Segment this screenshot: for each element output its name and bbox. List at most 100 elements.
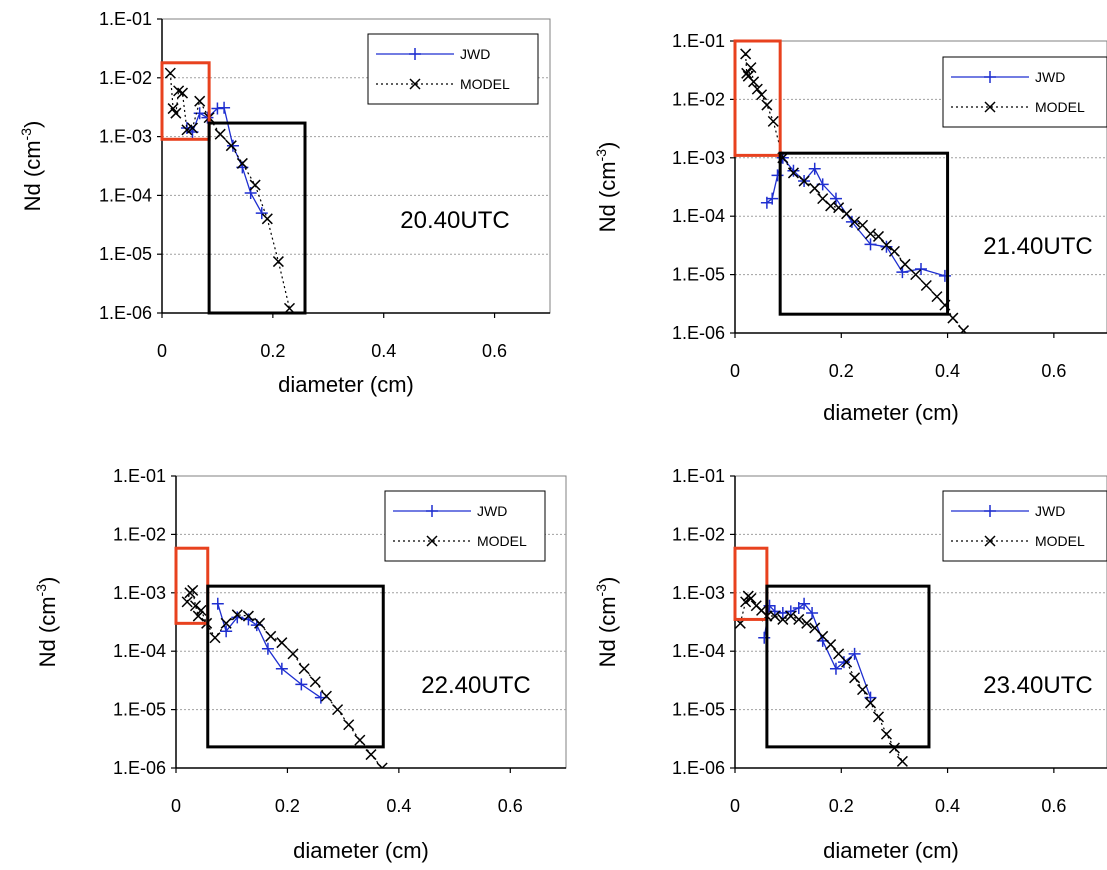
chart2-model-point xyxy=(761,99,773,111)
chart3-legend-label-model: MODEL xyxy=(477,533,527,549)
chart4-y-tick-label: 1.E-04 xyxy=(672,641,725,661)
chart3-model-point xyxy=(298,663,310,675)
chart4-model-point xyxy=(769,610,781,622)
chart2-jwd-point xyxy=(896,266,909,279)
chart1-model-point xyxy=(186,122,199,134)
chart1-model-point xyxy=(261,213,273,225)
chart1-model-point xyxy=(214,128,226,140)
chart1-y-axis-label-close: ) xyxy=(20,121,45,128)
chart3-black-highlight-box xyxy=(206,584,385,749)
chart4-x-tick-label: 0.4 xyxy=(935,796,960,816)
chart2-model-point xyxy=(745,62,757,74)
chart4-jwd-point xyxy=(758,631,771,644)
chart1-y-tick-label: 1.E-01 xyxy=(99,9,152,29)
chart3-y-tick-label: 1.E-01 xyxy=(113,466,166,486)
chart4-y-tick-label: 1.E-02 xyxy=(672,524,725,544)
chart3-jwd-point xyxy=(211,597,224,610)
chart1-x-axis-label: diameter (cm) xyxy=(278,372,414,397)
chart2-y-tick-label: 1.E-05 xyxy=(672,265,725,285)
chart1-red-highlight-box xyxy=(160,61,211,141)
chart2-y-tick-label: 1.E-04 xyxy=(672,206,725,226)
chart3-y-axis-label: Nd (cm-3) xyxy=(33,577,60,668)
chart3-model-point xyxy=(231,609,243,621)
chart3-x-axis-label: diameter (cm) xyxy=(293,838,429,863)
chart1-model-point xyxy=(194,95,206,107)
chart1-black-highlight-box xyxy=(207,121,307,315)
chart1-y-tick-label: 1.E-05 xyxy=(99,244,152,264)
chart3-legend-label-jwd: JWD xyxy=(477,503,507,519)
chart4-model-point xyxy=(896,755,908,767)
chart3-jwd-point xyxy=(295,678,308,691)
chart2-y-tick-label: 1.E-06 xyxy=(672,323,725,343)
chart2-model-point xyxy=(748,76,760,88)
chart3-model-point xyxy=(209,632,221,644)
chart4-legend-marker-model xyxy=(984,535,996,547)
chart1-legend-marker-model xyxy=(409,78,421,90)
chart3-model-point xyxy=(320,690,332,702)
chart2-model-point xyxy=(957,325,970,333)
chart2-legend-label-jwd: JWD xyxy=(1035,69,1065,85)
chart4-red-highlight-box xyxy=(733,546,769,621)
chart3-model-point xyxy=(276,637,288,649)
chart2-model-point xyxy=(767,115,779,127)
chart3-model-point xyxy=(195,604,207,616)
chart2-model-point xyxy=(809,182,821,194)
chart2-x-tick-label: 0.2 xyxy=(829,361,854,381)
chart3-y-tick-label: 1.E-02 xyxy=(113,524,166,544)
chart4-legend-box xyxy=(942,490,1107,562)
chart2-model-point xyxy=(899,258,911,270)
chart3-x-tick-label: 0.6 xyxy=(498,796,523,816)
chart4-x-axis-label: diameter (cm) xyxy=(823,838,959,863)
chart2-jwd-point xyxy=(845,215,858,228)
chart1-jwd-point xyxy=(226,139,239,152)
chart4-legend-label-model: MODEL xyxy=(1035,533,1085,549)
chart2-jwd-point xyxy=(771,169,784,182)
chart4-y-axis-label: Nd (cm-3) xyxy=(593,577,620,668)
chart2-legend: JWD MODEL xyxy=(942,56,1107,128)
chart2-jwd-point xyxy=(915,262,927,275)
chart3-model-point xyxy=(309,676,321,688)
chart3-y-tick-label: 1.E-06 xyxy=(113,758,166,778)
chart4-y-tick-label: 1.E-03 xyxy=(672,583,725,603)
chart2-model-point xyxy=(864,228,877,240)
chart3-jwd-point xyxy=(231,611,244,624)
chart1-jwd-point xyxy=(218,101,231,114)
chart2-y-axis-label-text: Nd (cm xyxy=(595,161,620,232)
chart3-time-annotation: 22.40UTC xyxy=(421,672,530,699)
chart-panel-1: 1.E-06 1.E-05 1.E-04 1.E-03 1.E-02 1.E-01 0 0.2… xyxy=(18,9,551,397)
chart3-y-tick-label: 1.E-05 xyxy=(113,700,166,720)
chart3-legend: JWD MODEL xyxy=(384,490,546,562)
chart4-model-point xyxy=(864,697,877,709)
chart4-x-tick-label: 0 xyxy=(730,796,740,816)
chart1-y-axis-label: Nd (cm-3) xyxy=(18,121,45,212)
chart4-legend-marker-jwd xyxy=(984,505,996,517)
chart3-x-tick-label: 0 xyxy=(171,796,181,816)
chart2-model-point xyxy=(880,239,892,251)
chart1-legend: JWD MODEL xyxy=(367,33,539,105)
chart2-model-point xyxy=(947,312,959,324)
chart3-x-tick-label: 0.2 xyxy=(275,796,300,816)
chart2-legend-box xyxy=(942,56,1107,128)
chart2-model-point xyxy=(798,175,810,187)
chart1-y-tick-label: 1.E-06 xyxy=(99,303,152,323)
chart4-y-axis-label-text: Nd (cm xyxy=(595,596,620,667)
chart1-model-point xyxy=(170,107,182,119)
chart1-y-axis-label-text: Nd (cm xyxy=(20,140,45,211)
chart1-model-point xyxy=(272,256,284,268)
chart4-model-point xyxy=(841,656,853,668)
chart4-model-point xyxy=(745,592,757,604)
chart3-model-point xyxy=(376,762,388,768)
chart1-x-tick-label: 0 xyxy=(157,341,167,361)
chart1-legend-label-jwd: JWD xyxy=(460,46,490,62)
chart3-model-point xyxy=(181,596,193,608)
chart1-x-tick-label: 0.6 xyxy=(482,341,507,361)
chart4-y-tick-label: 1.E-01 xyxy=(672,466,725,486)
chart3-model-point xyxy=(192,610,204,622)
chart4-jwd-point xyxy=(798,597,811,610)
chart4-legend: JWD MODEL xyxy=(942,490,1107,562)
chart2-y-axis-label-close: ) xyxy=(595,142,620,149)
chart2-black-highlight-box xyxy=(778,151,950,316)
chart4-model-point xyxy=(880,728,892,740)
chart1-model-point xyxy=(176,87,189,99)
chart1-jwd-point xyxy=(255,207,268,220)
